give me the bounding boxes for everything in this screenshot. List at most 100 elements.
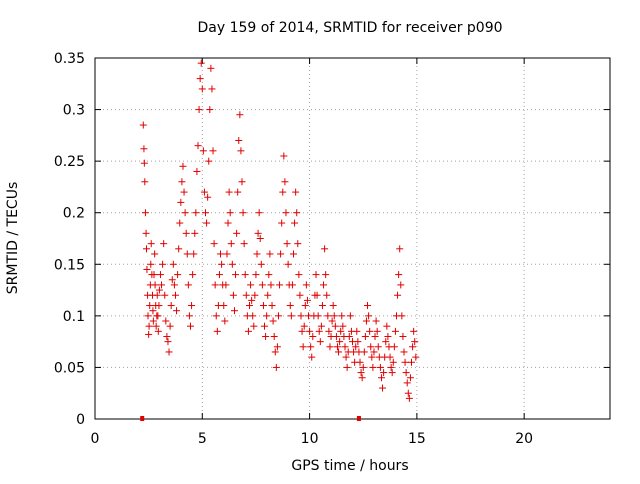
data-point <box>321 245 329 253</box>
data-point <box>182 229 190 237</box>
data-point <box>140 145 148 153</box>
data-point <box>265 271 273 279</box>
x-axis-marker <box>140 416 145 421</box>
axis-markers <box>140 416 361 421</box>
data-point <box>261 322 269 330</box>
data-point <box>376 363 384 371</box>
data-point <box>286 302 294 310</box>
data-point <box>242 291 250 299</box>
data-point <box>228 260 236 268</box>
data-point <box>151 250 159 258</box>
data-point <box>317 322 325 330</box>
data-point <box>345 332 353 340</box>
data-point <box>396 245 404 253</box>
data-point <box>388 369 396 377</box>
data-point <box>288 281 296 289</box>
data-point <box>383 322 391 330</box>
data-point <box>263 312 271 320</box>
y-tick-label: 0.1 <box>63 309 85 325</box>
data-point <box>210 240 218 248</box>
data-point <box>176 219 184 227</box>
data-point <box>246 302 253 310</box>
data-point <box>292 188 300 196</box>
data-point <box>273 343 281 351</box>
data-point <box>199 147 207 155</box>
data-point <box>293 209 301 217</box>
data-point <box>186 322 194 330</box>
data-point <box>154 327 162 335</box>
tick-labels: 0 0.05 0.1 0.15 0.2 0.25 0.3 0.35 0 5 10 15 20 <box>54 51 533 447</box>
data-point <box>234 188 242 196</box>
data-point <box>168 276 176 284</box>
data-point <box>178 178 186 186</box>
data-point <box>264 291 272 299</box>
data-point <box>390 343 398 351</box>
data-point <box>397 281 405 289</box>
data-point <box>330 312 338 320</box>
data-point <box>281 178 289 186</box>
data-point <box>254 229 262 237</box>
data-point <box>299 343 307 351</box>
data-point <box>394 291 402 299</box>
data-point <box>227 240 235 248</box>
data-point <box>357 369 365 377</box>
data-point <box>328 317 336 325</box>
data-point <box>353 327 361 335</box>
data-point <box>276 281 284 289</box>
data-point <box>229 291 237 299</box>
data-point <box>294 240 302 248</box>
x-tick-label: 15 <box>408 431 426 447</box>
data-point <box>341 343 349 351</box>
data-point <box>236 111 244 119</box>
data-point <box>215 271 223 279</box>
data-point <box>143 245 150 253</box>
data-point <box>410 327 418 335</box>
data-point <box>179 162 187 170</box>
data-point <box>356 358 364 366</box>
data-point <box>266 250 274 258</box>
data-point <box>331 322 339 330</box>
data-point <box>343 363 351 371</box>
data-point <box>337 327 345 335</box>
data-point <box>218 260 226 268</box>
data-point <box>374 343 382 351</box>
data-point <box>240 240 248 248</box>
x-tick-label: 10 <box>301 431 319 447</box>
data-point <box>195 106 203 114</box>
data-point <box>403 379 411 387</box>
data-point <box>325 327 333 335</box>
data-point <box>359 363 367 371</box>
data-point <box>169 260 177 268</box>
data-point <box>387 363 395 371</box>
y-axis-label: SRMTID / TECUs <box>5 182 21 295</box>
data-point <box>368 353 376 361</box>
data-point <box>142 229 150 237</box>
data-point <box>223 250 231 258</box>
data-point <box>409 343 417 351</box>
plot-frame <box>94 57 611 420</box>
data-point <box>196 75 204 83</box>
data-point <box>205 157 213 165</box>
data-point <box>287 312 295 320</box>
data-point <box>373 327 381 335</box>
data-point <box>380 369 388 377</box>
data-point <box>369 363 377 371</box>
x-axis-label: GPS time / hours <box>291 458 408 474</box>
data-point <box>358 374 366 382</box>
data-point <box>207 64 215 72</box>
x-axis-marker <box>356 416 361 421</box>
data-point <box>302 281 310 289</box>
data-point <box>333 343 341 351</box>
data-point <box>346 312 354 320</box>
data-point <box>164 338 172 346</box>
y-tick-label: 0.15 <box>54 257 85 273</box>
data-point <box>152 322 160 330</box>
data-point <box>149 317 157 325</box>
y-tick-label: 0.3 <box>63 103 85 119</box>
data-point <box>308 353 316 361</box>
data-point <box>204 193 212 201</box>
data-point <box>320 281 328 289</box>
data-point <box>232 271 240 279</box>
